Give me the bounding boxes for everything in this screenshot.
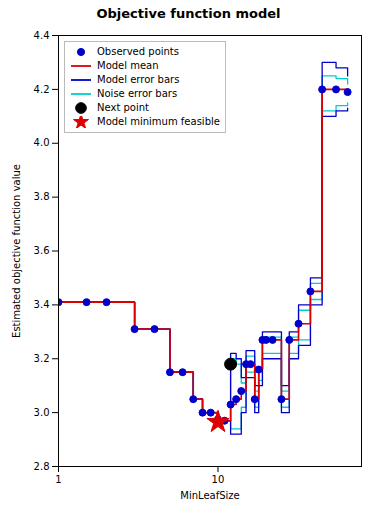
html-text:Model minimum feasible: Model minimum feasible	[97, 116, 220, 127]
svg-text:Estimated objective function v: Estimated objective function value	[11, 164, 22, 338]
html-text:Noise error bars: Noise error bars	[97, 88, 178, 99]
svg-text:MinLeafSize: MinLeafSize	[180, 490, 239, 501]
html-text:Next point: Next point	[97, 102, 149, 113]
svg-text:4.4: 4.4	[34, 30, 50, 41]
svg-text:2.8: 2.8	[34, 461, 50, 472]
html-text:Model error bars: Model error bars	[97, 74, 180, 85]
html-text:Observed points: Observed points	[97, 46, 179, 57]
html-text:Model mean: Model mean	[97, 60, 159, 71]
svg-text:3.8: 3.8	[34, 191, 50, 202]
svg-text:1: 1	[55, 474, 61, 485]
svg-text:3.6: 3.6	[34, 245, 50, 256]
svg-text:3.0: 3.0	[34, 407, 50, 418]
svg-text:10: 10	[212, 474, 225, 485]
svg-text:4.0: 4.0	[34, 137, 50, 148]
svg-text:3.2: 3.2	[34, 353, 50, 364]
svg-text:4.2: 4.2	[34, 84, 50, 95]
svg-text:3.4: 3.4	[34, 299, 50, 310]
html-text:Objective function model: Objective function model	[96, 6, 281, 21]
